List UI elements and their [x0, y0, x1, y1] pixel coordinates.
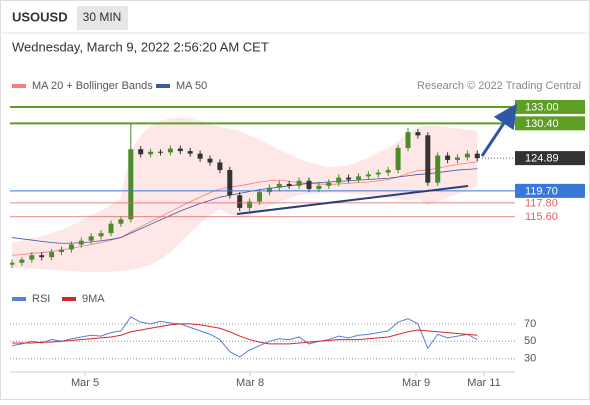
legend-label: MA 50: [176, 80, 207, 92]
ma20-line: [11, 161, 478, 256]
candle-body: [158, 151, 163, 153]
level-label-box: [515, 151, 585, 166]
candle-body: [385, 170, 391, 173]
level-label: 133.00: [525, 101, 559, 113]
candle-body: [455, 157, 460, 160]
candle-body: [375, 172, 381, 175]
legend-label: RSI: [32, 293, 50, 305]
candle-body: [10, 262, 15, 265]
ma50-line: [11, 168, 478, 244]
candle-body: [217, 162, 223, 171]
candle-body: [237, 195, 243, 208]
level-label-box: [515, 183, 585, 198]
candle-body: [346, 177, 352, 180]
legend-label: MA 20 + Bollinger Bands: [32, 80, 153, 92]
candle-body: [49, 252, 55, 258]
candle-body: [68, 244, 74, 250]
candle-body: [167, 148, 173, 153]
candle-body: [415, 132, 421, 136]
candle-body: [336, 177, 342, 183]
candle-body: [296, 180, 302, 186]
candle-body: [405, 132, 411, 148]
candle-body: [286, 183, 292, 186]
y-tick-label: 70: [524, 318, 536, 330]
symbol: USOUSD: [12, 9, 68, 24]
level-label: 117.80: [525, 197, 558, 209]
candle-body: [118, 219, 124, 224]
plot: [10, 117, 480, 273]
candle-body: [445, 155, 451, 160]
level-label: 115.60: [525, 211, 558, 223]
trend-line: [236, 185, 469, 215]
rsi-line: [11, 316, 478, 358]
level-label: 119.70: [525, 185, 558, 197]
candle-body: [19, 259, 25, 263]
level-label: 130.40: [525, 118, 559, 130]
candle-body: [98, 233, 104, 237]
x-tick-label: Mar 9: [402, 377, 430, 389]
candle-body: [207, 158, 213, 163]
candle-body: [276, 183, 282, 188]
candle-body: [266, 187, 272, 193]
candle-body: [247, 201, 253, 208]
x-tick-label: Mar 5: [71, 377, 99, 389]
candle-body: [197, 153, 203, 159]
candle-body: [128, 149, 134, 220]
y-tick-label: 30: [524, 353, 536, 365]
candle-body: [435, 155, 441, 183]
interval[interactable]: 30 MIN: [83, 10, 122, 24]
rsi-ma-line: [12, 323, 478, 345]
candle-body: [326, 182, 332, 186]
date: Wednesday, March 9, 2022 2:56:20 AM CET: [12, 39, 269, 54]
x-tick-label: Mar 8: [236, 377, 264, 389]
level-label-box: [515, 116, 585, 131]
candle-body: [474, 153, 480, 159]
candle-body: [108, 223, 114, 234]
candle-body: [356, 176, 361, 180]
candle-body: [316, 185, 322, 189]
candle-body: [395, 147, 401, 171]
x-tick-label: Mar 11: [467, 377, 500, 389]
candle-body: [177, 148, 183, 152]
candle-body: [306, 180, 312, 189]
candle-body: [425, 135, 431, 183]
candle-body: [29, 255, 35, 260]
level-label-box: [515, 99, 585, 114]
candle-body: [227, 170, 233, 196]
level-label: 124.89: [525, 153, 559, 165]
forecast-arrow: [480, 103, 517, 157]
candle-body: [138, 149, 144, 155]
candle-body: [148, 151, 154, 155]
candle-body: [39, 255, 45, 258]
credit: Research © 2022 Trading Central: [417, 80, 581, 92]
candle-body: [88, 236, 94, 241]
candle-body: [257, 192, 262, 202]
legend-label: 9MA: [82, 293, 105, 305]
candle-body: [59, 249, 64, 253]
interval-tab[interactable]: [77, 6, 128, 30]
candle-body: [365, 174, 371, 177]
candle-body: [464, 153, 470, 158]
candle-body: [187, 151, 193, 154]
candle-body: [78, 240, 84, 245]
y-tick-label: 50: [524, 335, 536, 347]
